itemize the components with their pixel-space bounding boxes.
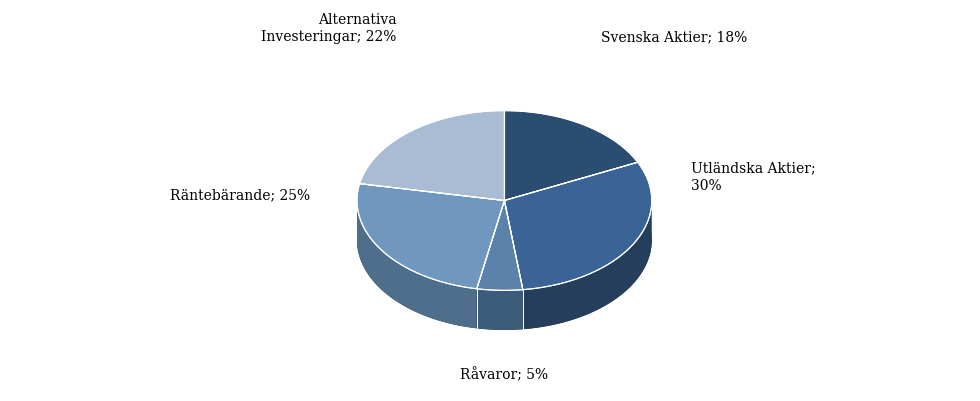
Polygon shape: [476, 200, 523, 290]
Text: Råvaror; 5%: Råvaror; 5%: [461, 368, 549, 382]
Polygon shape: [357, 150, 652, 330]
Polygon shape: [357, 184, 505, 289]
Text: Svenska Aktier; 18%: Svenska Aktier; 18%: [602, 30, 748, 44]
Text: Räntebärande; 25%: Räntebärande; 25%: [171, 188, 311, 202]
Polygon shape: [523, 201, 652, 329]
Polygon shape: [476, 289, 523, 330]
Polygon shape: [357, 200, 476, 328]
Text: Utländska Aktier;
30%: Utländska Aktier; 30%: [691, 162, 816, 193]
Polygon shape: [505, 162, 652, 290]
Polygon shape: [360, 111, 505, 200]
Text: Alternativa
Investeringar; 22%: Alternativa Investeringar; 22%: [261, 13, 397, 44]
Polygon shape: [505, 111, 638, 200]
